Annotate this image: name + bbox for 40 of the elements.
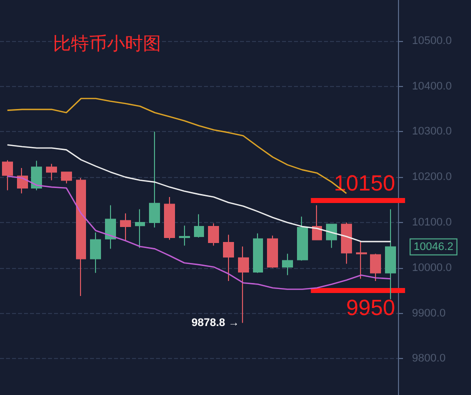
text: 10046.2 — [414, 240, 454, 253]
y-tick-label: 9900.0 — [412, 307, 446, 320]
candlestick — [105, 204, 116, 250]
candlestick — [312, 204, 322, 240]
candlestick — [370, 253, 381, 282]
y-tick-label: 10400.0 — [412, 80, 452, 92]
candlestick — [120, 212, 131, 242]
candlestick — [282, 253, 293, 276]
y-tick-label: 9800.0 — [412, 352, 446, 365]
text: 比特币小时图 — [53, 34, 161, 54]
y-tick-label: 10200.0 — [412, 171, 452, 184]
candlestick — [61, 172, 72, 184]
candlestick — [238, 246, 249, 324]
candlestick — [194, 214, 204, 238]
y-tick-label: 10000.0 — [412, 262, 452, 274]
candlestick — [223, 234, 234, 282]
candlestick — [356, 241, 367, 280]
candlestick — [2, 160, 13, 191]
candlestick — [135, 208, 145, 248]
candlestick — [208, 222, 219, 246]
candlestick — [31, 160, 42, 191]
candlestick — [267, 235, 278, 268]
annotation: 9878.8 → — [192, 316, 240, 329]
candlestick — [341, 222, 352, 264]
candlestick — [385, 208, 396, 300]
candlestick — [17, 167, 28, 194]
y-tick-label: 10500.0 — [412, 34, 452, 47]
candlestick — [90, 232, 101, 274]
y-tick-label: 10100.0 — [412, 216, 452, 228]
candlestick — [179, 225, 190, 246]
ref-line-label: 10150 — [334, 170, 396, 196]
candlestick — [76, 177, 86, 297]
candlestick — [46, 163, 57, 181]
candlestick — [149, 131, 160, 228]
ref-line-label: 9950 — [346, 295, 396, 320]
y-tick-label: 10300.0 — [412, 126, 452, 138]
candlestick — [253, 232, 263, 274]
candlestick — [297, 216, 308, 262]
candlestick — [164, 196, 175, 240]
candlestick — [326, 224, 337, 248]
